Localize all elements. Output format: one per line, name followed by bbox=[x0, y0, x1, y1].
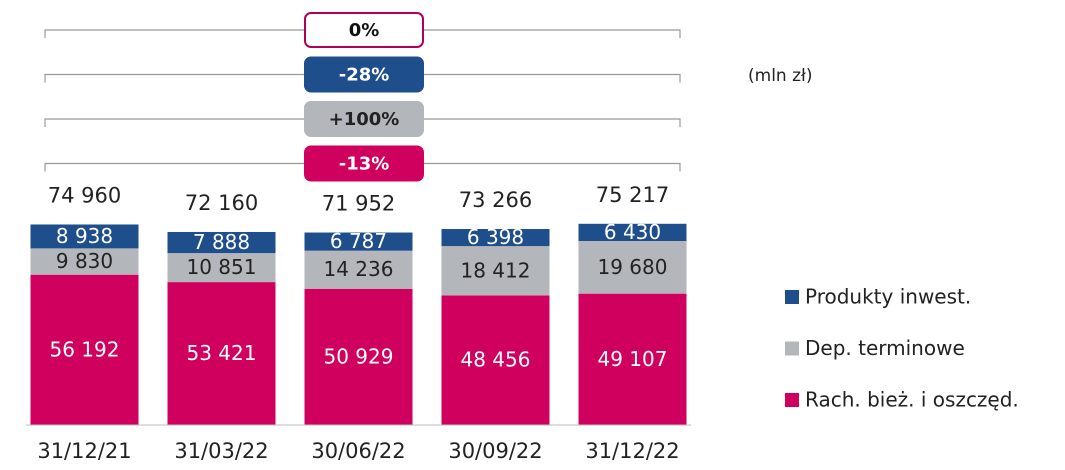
x-tick-label: 31/03/22 bbox=[174, 439, 268, 463]
segment-label: 18 412 bbox=[461, 258, 531, 282]
bar-segment bbox=[167, 253, 276, 283]
change-label: 0% bbox=[349, 20, 380, 41]
total-label: 75 217 bbox=[596, 183, 669, 207]
bar-segment bbox=[167, 282, 276, 425]
unit-label: (mln zł) bbox=[748, 66, 812, 86]
change-box bbox=[304, 56, 424, 93]
bar-segment bbox=[167, 231, 276, 254]
bar-segment bbox=[578, 223, 687, 241]
bar-segment bbox=[578, 240, 687, 294]
legend-swatch bbox=[785, 341, 799, 356]
bar-segment bbox=[30, 248, 139, 275]
legend-label: Rach. bież. i oszczęd. bbox=[805, 388, 1019, 412]
bar-segment bbox=[578, 293, 687, 425]
segment-label: 6 787 bbox=[330, 229, 387, 253]
segment-label: 7 888 bbox=[193, 230, 250, 254]
bar-segment bbox=[30, 274, 139, 425]
change-label: -28% bbox=[339, 65, 390, 86]
x-tick-label: 31/12/21 bbox=[37, 439, 131, 463]
segment-label: 6 398 bbox=[467, 225, 524, 249]
bar-segment bbox=[304, 250, 413, 289]
x-tick-label: 31/12/22 bbox=[585, 439, 679, 463]
bar-segment bbox=[304, 232, 413, 251]
segment-label: 50 929 bbox=[324, 344, 394, 368]
legend-label: Dep. terminowe bbox=[805, 336, 965, 360]
total-label: 71 952 bbox=[322, 192, 395, 216]
segment-label: 48 456 bbox=[461, 348, 531, 372]
legend-swatch bbox=[785, 393, 799, 407]
total-label: 74 960 bbox=[48, 183, 121, 207]
segment-label: 14 236 bbox=[324, 257, 394, 281]
bar-segment bbox=[441, 246, 550, 296]
x-tick-label: 30/09/22 bbox=[448, 439, 542, 463]
segment-label: 56 192 bbox=[50, 337, 120, 361]
change-label: +100% bbox=[329, 109, 400, 130]
change-box bbox=[304, 145, 424, 182]
segment-label: 10 851 bbox=[187, 255, 257, 279]
change-label: -13% bbox=[339, 154, 390, 175]
segment-label: 9 830 bbox=[56, 249, 113, 273]
bar-segment bbox=[304, 288, 413, 425]
segment-label: 6 430 bbox=[604, 220, 661, 244]
legend-swatch bbox=[785, 290, 799, 304]
bar-segment bbox=[30, 224, 139, 249]
bar-segment bbox=[441, 229, 550, 247]
legend-label: Produkty inwest. bbox=[805, 285, 971, 309]
segment-label: 53 421 bbox=[187, 341, 257, 365]
change-box bbox=[304, 12, 424, 48]
segment-label: 49 107 bbox=[598, 347, 668, 371]
x-tick-label: 30/06/22 bbox=[311, 439, 405, 463]
segment-label: 8 938 bbox=[56, 224, 113, 248]
bar-segment bbox=[441, 295, 550, 425]
total-label: 72 160 bbox=[185, 191, 258, 215]
segment-label: 19 680 bbox=[598, 255, 668, 279]
change-box bbox=[304, 101, 424, 137]
total-label: 73 266 bbox=[459, 188, 532, 212]
